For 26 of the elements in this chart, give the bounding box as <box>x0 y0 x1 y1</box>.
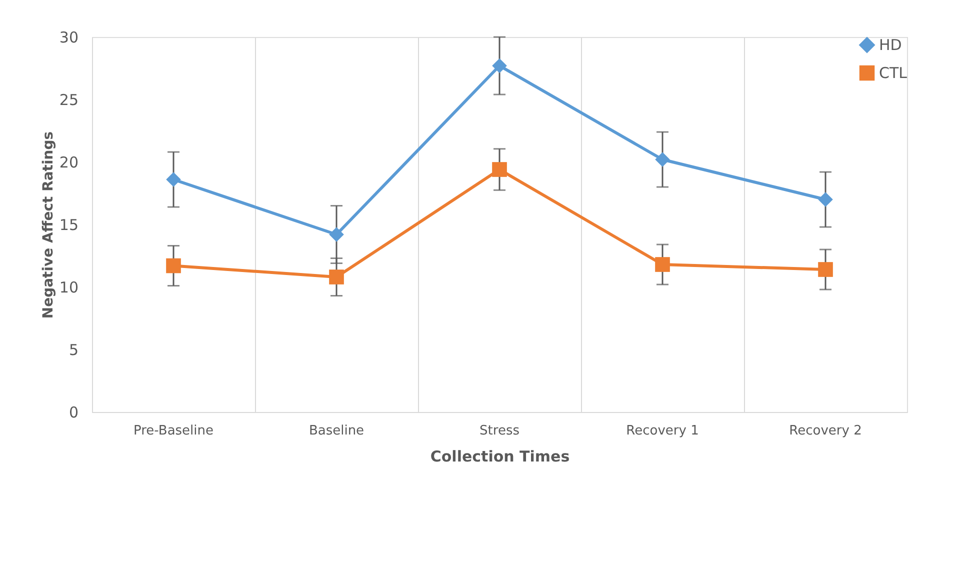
point <box>655 152 670 167</box>
point <box>329 227 344 242</box>
x-tick-label: Pre-Baseline <box>133 424 214 438</box>
x-tick-label: Recovery 2 <box>789 424 862 438</box>
x-tick-label: Baseline <box>308 424 364 438</box>
y-tick-label: 0 <box>68 404 78 422</box>
point <box>655 257 670 272</box>
point <box>818 192 833 207</box>
y-tick-label: 20 <box>59 154 78 172</box>
point <box>166 258 181 274</box>
point <box>329 270 344 284</box>
y-tick-label: 10 <box>59 278 78 296</box>
legend-label: HD <box>879 36 902 54</box>
point <box>492 162 507 177</box>
legend-label: CTL <box>879 64 908 82</box>
y-axis-title: Negative Affect Ratings <box>40 131 56 319</box>
point <box>166 172 181 187</box>
point <box>492 58 507 74</box>
y-tick-label: 25 <box>59 91 78 109</box>
y-tick-label: 5 <box>68 341 78 359</box>
x-tick-label: Stress <box>480 424 520 438</box>
x-tick-label: Recovery 1 <box>626 424 699 438</box>
x-axis-title: Collection Times <box>430 448 570 466</box>
point <box>818 262 833 277</box>
y-tick-label: 15 <box>59 216 78 234</box>
y-tick-label: 30 <box>59 28 78 46</box>
